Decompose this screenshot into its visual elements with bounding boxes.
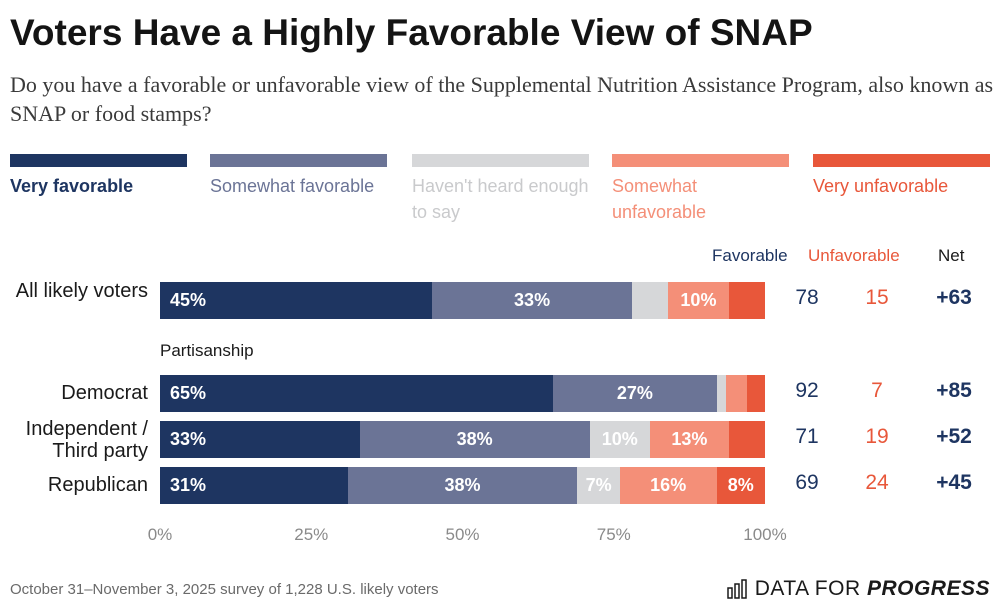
data-label: 27% [616,383,653,403]
category-label: All likely voters [15,280,148,302]
stacked-bar: 65% 27% [160,375,765,412]
data-label: 31% [170,475,207,495]
bar-segment [725,375,747,412]
legend-swatch [210,154,387,167]
column-header-unfavorable: Unfavorable [808,246,900,265]
favorable-value: 69 [795,471,819,494]
data-label: 10% [680,290,717,310]
bar-segment [631,282,669,319]
x-tick-label: 0% [147,525,173,544]
favorable-value: 71 [795,425,819,448]
x-tick-label: 50% [445,525,480,544]
bar-segment [160,282,433,319]
net-value: +52 [936,425,972,448]
bar-segment [432,282,632,319]
data-for-progress-logo: DATA FOR PROGRESS [726,577,990,601]
bar-segment [589,421,651,458]
legend-label: Somewhat favorable [210,176,375,196]
unfavorable-value: 7 [871,379,883,402]
data-label: 38% [444,475,481,495]
net-value: +85 [936,379,972,402]
bar-segment [668,282,729,319]
legend-label: Very unfavorable [813,176,949,196]
bar-segment [160,375,554,412]
net-value: +63 [936,286,972,309]
column-header-net: Net [938,246,965,265]
chart-title: Voters Have a Highly Favorable View of S… [10,12,813,53]
legend-swatch [612,154,789,167]
favorable-value: 78 [795,286,819,309]
stacked-bar: 33% 38% 10% 13% [160,421,765,458]
legend-item: Haven't heard enough to say [412,154,589,225]
legend-swatch [412,154,589,167]
logo-text: DATA FOR PROGRESS [754,577,990,600]
data-label: 7% [585,475,612,495]
bar-segment [577,467,620,504]
legend-swatch [813,154,990,167]
legend-label: Somewhat unfavorable [612,176,707,222]
data-label: 65% [170,383,207,403]
unfavorable-value: 15 [865,286,889,309]
chart-subtitle: Do you have a favorable or unfavorable v… [10,72,994,126]
data-label: 10% [601,429,638,449]
bar-segment [347,467,578,504]
bar-segment [359,421,590,458]
data-label: 33% [514,290,551,310]
unfavorable-value: 24 [865,471,889,494]
bar-segment [716,467,765,504]
bar-segment [728,282,765,319]
category-label: Republican [47,474,148,496]
legend-label: Haven't heard enough to say [412,176,589,222]
legend-item: Very favorable [10,154,187,199]
section-label-partisanship: Partisanship [160,341,254,360]
x-tick-label: 100% [743,525,787,544]
data-label: 13% [671,429,708,449]
stacked-bar: 45% 33% 10% [160,282,765,319]
data-label: 16% [650,475,687,495]
bar-segment [746,375,765,412]
bar-segment [728,421,765,458]
category-label: Democrat [61,382,148,404]
x-tick-label: 75% [596,525,631,544]
bar-segment [650,421,729,458]
legend-label: Very favorable [10,176,134,196]
unfavorable-value: 19 [865,425,889,448]
favorable-value: 92 [795,379,819,402]
bar-segment [716,375,726,412]
data-label: 8% [727,475,754,495]
column-header-favorable: Favorable [712,246,788,265]
net-value: +45 [936,471,972,494]
x-tick-label: 25% [294,525,329,544]
data-label: 38% [456,429,493,449]
bar-segment [160,467,348,504]
bar-segment [553,375,717,412]
category-label: Independent / Third party [25,418,148,462]
bar-chart-icon [726,579,747,599]
legend-item: Somewhat favorable [210,154,387,199]
bar-segment [619,467,717,504]
stacked-bar: 31% 38% 7% 16% 8% [160,467,765,504]
bar-segment [160,421,360,458]
legend-swatch [10,154,187,167]
data-label: 33% [170,429,207,449]
footnote: October 31–November 3, 2025 survey of 1,… [10,581,439,598]
data-label: 45% [170,290,207,310]
legend-item: Somewhat unfavorable [612,154,789,225]
legend-item: Very unfavorable [813,154,990,199]
